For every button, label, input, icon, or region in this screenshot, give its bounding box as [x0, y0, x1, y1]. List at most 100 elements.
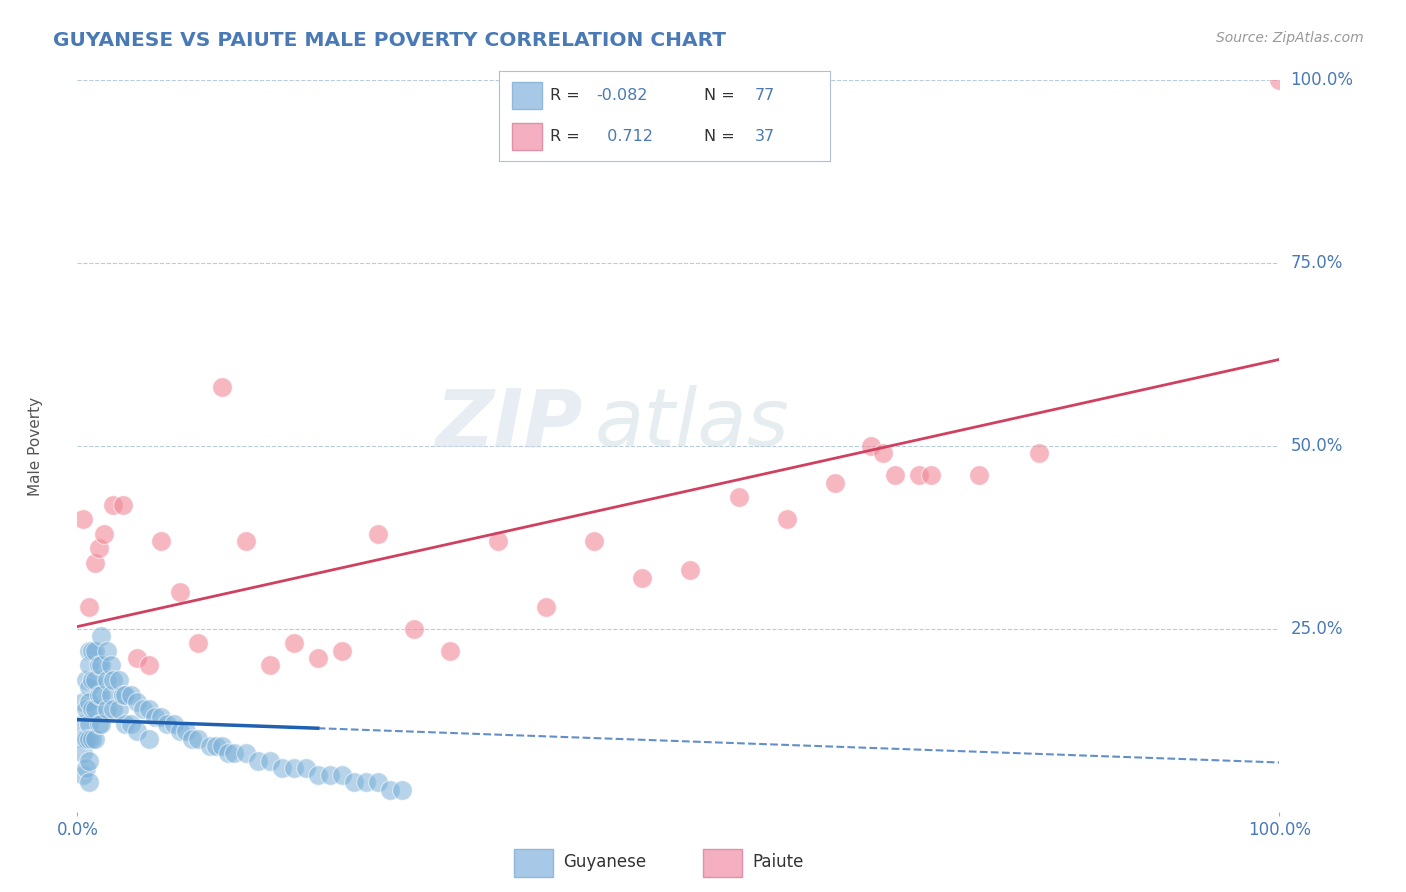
Point [79, 599, 101, 614]
Point [79, 731, 101, 746]
Point [534, 599, 557, 614]
Point [90, 658, 112, 673]
Text: N =: N = [704, 88, 740, 103]
Point [727, 490, 749, 504]
Point [93, 526, 115, 541]
Point [84, 644, 107, 658]
Text: 50.0%: 50.0% [1291, 437, 1343, 455]
Point [150, 534, 173, 549]
Point [1268, 73, 1291, 87]
Text: ZIP: ZIP [434, 385, 582, 463]
Point [72, 746, 94, 760]
Point [90, 717, 112, 731]
Text: N =: N = [704, 129, 740, 144]
Point [186, 731, 209, 746]
Point [330, 644, 353, 658]
Text: Guyanese: Guyanese [564, 853, 647, 871]
Point [100, 688, 122, 702]
Point [354, 775, 377, 789]
Point [108, 673, 131, 687]
Point [920, 468, 942, 483]
Point [84, 556, 107, 570]
Point [145, 709, 167, 723]
Point [138, 731, 160, 746]
Point [169, 724, 191, 739]
Point [391, 782, 413, 797]
Point [439, 644, 461, 658]
Point [79, 775, 101, 789]
Point [162, 717, 184, 731]
Point [75, 731, 97, 746]
Text: 25.0%: 25.0% [1291, 620, 1343, 638]
Point [114, 717, 136, 731]
Point [908, 468, 931, 483]
Point [114, 688, 136, 702]
Bar [703, 849, 742, 877]
Point [79, 658, 101, 673]
Text: 37: 37 [755, 129, 775, 144]
Point [96, 673, 118, 687]
Point [402, 622, 425, 636]
Point [79, 754, 101, 768]
Point [283, 636, 305, 650]
Point [108, 702, 131, 716]
Point [87, 717, 110, 731]
Point [120, 717, 142, 731]
Point [120, 688, 142, 702]
Point [132, 702, 155, 716]
Point [211, 739, 233, 753]
Point [174, 724, 197, 739]
Point [80, 702, 103, 716]
Point [378, 782, 401, 797]
Point [235, 746, 257, 760]
Point [79, 717, 101, 731]
Point [367, 526, 389, 541]
Point [211, 380, 233, 394]
Point [80, 731, 103, 746]
Text: 77: 77 [755, 88, 776, 103]
Point [79, 644, 101, 658]
Point [1028, 446, 1050, 460]
Point [72, 717, 94, 731]
Point [111, 688, 134, 702]
Point [72, 731, 94, 746]
Point [75, 673, 97, 687]
Point [111, 498, 134, 512]
Point [79, 681, 101, 695]
Point [127, 695, 149, 709]
Point [235, 534, 257, 549]
Point [72, 512, 94, 526]
Point [103, 673, 125, 687]
Point [138, 702, 160, 716]
Point [486, 534, 509, 549]
Point [319, 768, 342, 782]
Text: Male Poverty: Male Poverty [28, 396, 42, 496]
Text: Source: ZipAtlas.com: Source: ZipAtlas.com [1216, 31, 1364, 45]
Point [259, 754, 281, 768]
Point [84, 731, 107, 746]
Point [186, 636, 209, 650]
Point [307, 768, 329, 782]
Point [883, 468, 905, 483]
Point [583, 534, 606, 549]
Bar [515, 849, 554, 877]
Point [87, 541, 110, 556]
Point [79, 695, 101, 709]
Text: R =: R = [550, 88, 585, 103]
Point [103, 498, 125, 512]
Point [80, 673, 103, 687]
Point [246, 754, 269, 768]
Point [80, 644, 103, 658]
Point [169, 585, 191, 599]
Point [90, 688, 112, 702]
Point [967, 468, 990, 483]
Point [204, 739, 226, 753]
Point [222, 746, 245, 760]
Point [127, 724, 149, 739]
Point [96, 644, 118, 658]
Point [872, 446, 894, 460]
Point [824, 475, 846, 490]
Point [307, 651, 329, 665]
Point [84, 702, 107, 716]
Text: atlas: atlas [595, 385, 789, 463]
